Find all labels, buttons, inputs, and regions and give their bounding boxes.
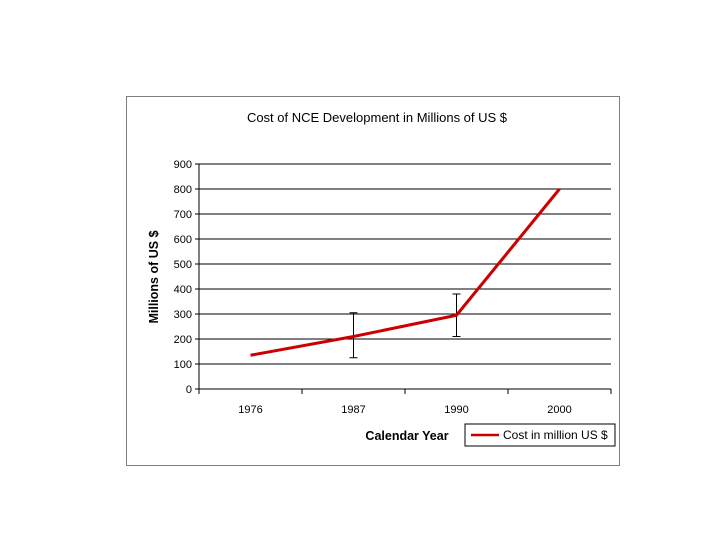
legend-box <box>464 423 616 447</box>
chart-frame: Cost of NCE Development in Millions of U… <box>126 96 620 466</box>
chart-svg: Cost of NCE Development in Millions of U… <box>147 110 616 447</box>
y-tick-label-0: 0 <box>186 384 192 396</box>
x-tick-labels: 1976 1987 1990 2000 <box>238 404 571 416</box>
series-line-0 <box>250 188 561 357</box>
x-tick-label-1987: 1987 <box>341 404 365 416</box>
x-tick-label-1990: 1990 <box>444 404 468 416</box>
y-tick-label-500: 500 <box>174 259 192 271</box>
legend-label: Cost in million US $ <box>503 428 608 442</box>
y-axis-title: Millions of US $ <box>147 230 161 323</box>
y-tick-label-200: 200 <box>174 334 192 346</box>
x-tick-label-2000: 2000 <box>547 404 571 416</box>
y-tick-labels: 0 100 200 300 400 500 600 700 800 900 <box>174 159 192 396</box>
y-tick-label-800: 800 <box>174 184 192 196</box>
y-tick-label-600: 600 <box>174 234 192 246</box>
legend: Cost in million US $ <box>464 423 616 447</box>
x-axis-title: Calendar Year <box>365 429 448 443</box>
gridlines <box>195 163 612 394</box>
y-tick-label-100: 100 <box>174 359 192 371</box>
chart-title: Cost of NCE Development in Millions of U… <box>247 110 508 125</box>
series-lines <box>250 188 561 357</box>
y-tick-label-700: 700 <box>174 209 192 221</box>
y-tick-label-300: 300 <box>174 309 192 321</box>
x-tick-label-1976: 1976 <box>238 404 262 416</box>
y-tick-label-400: 400 <box>174 284 192 296</box>
y-tick-label-900: 900 <box>174 159 192 171</box>
